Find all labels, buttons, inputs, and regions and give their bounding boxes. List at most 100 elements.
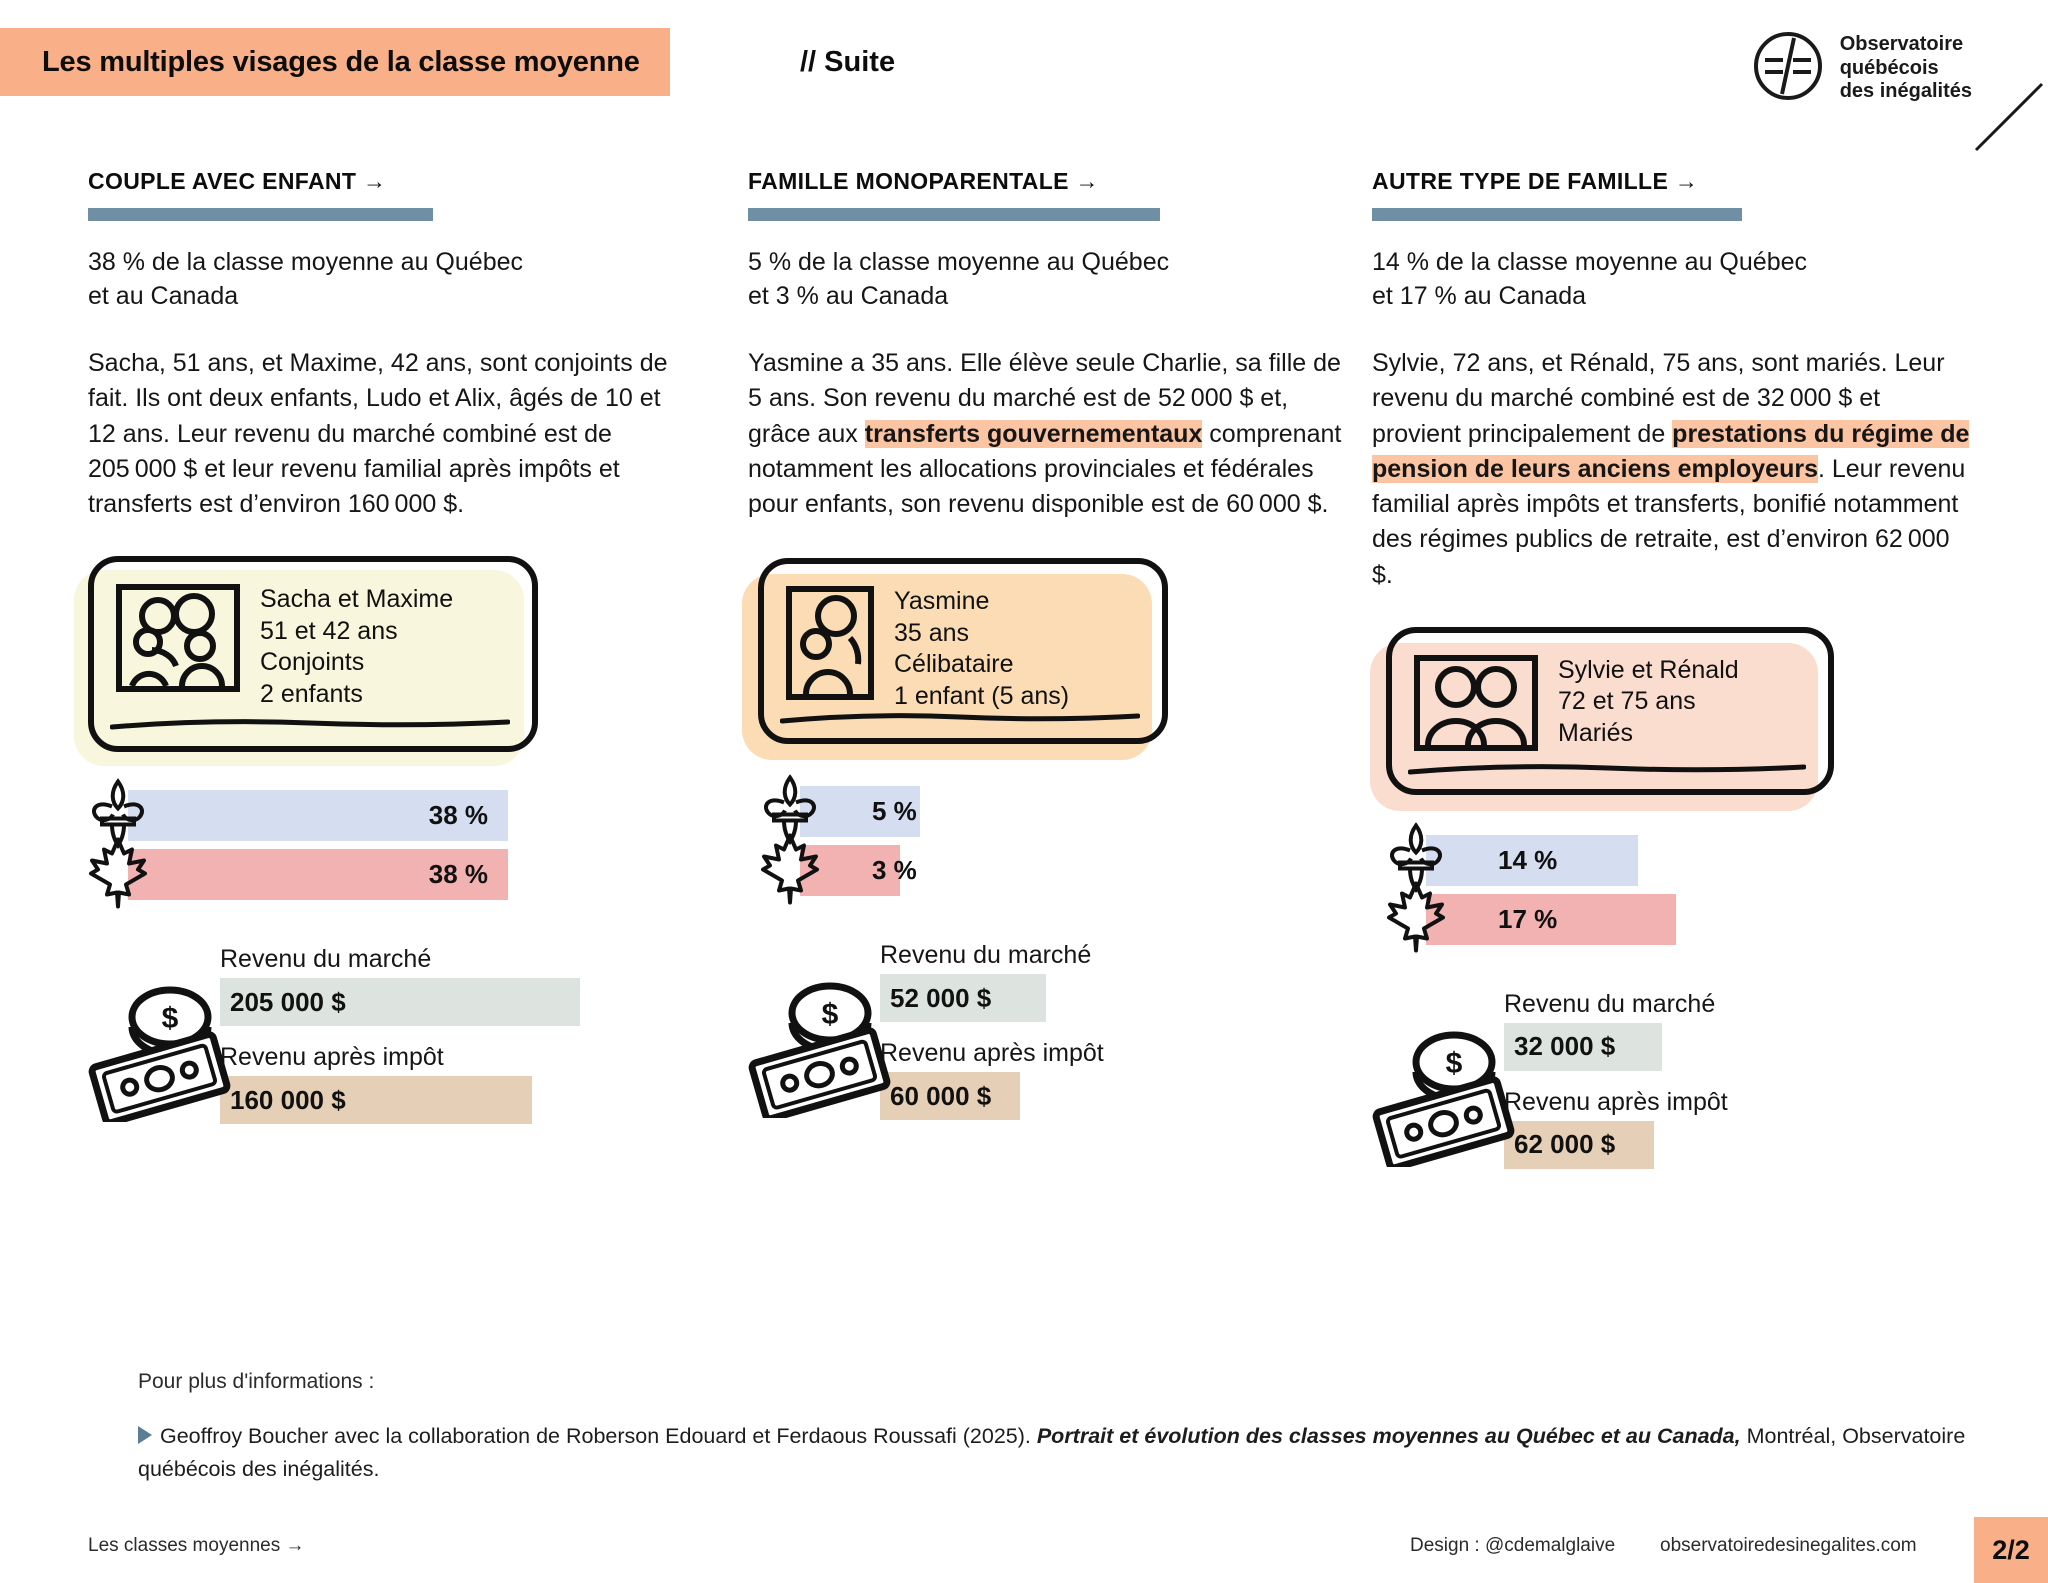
income-bar-after-tax: 160 000 $ — [220, 1076, 532, 1125]
income-label-after-tax: Revenu après impôt — [220, 1043, 444, 1072]
title-band: Les multiples visages de la classe moyen… — [0, 28, 670, 96]
note-reference: Geoffroy Boucher avec la collaboration d… — [138, 1420, 1968, 1487]
card-body: Sacha et Maxime 51 et 42 ans Conjoints 2… — [88, 556, 538, 753]
column-description: Sylvie, 72 ans, et Rénald, 75 ans, sont … — [1372, 349, 1970, 589]
footer-website-url[interactable]: observatoiredesinegalites.com — [1660, 1535, 1917, 1556]
card-line: Sacha et Maxime — [260, 585, 454, 614]
card-text-lines: Sacha et Maxime 51 et 42 ans Conjoints 2… — [260, 584, 453, 710]
income-bar-market: 52 000 $ — [880, 974, 1046, 1023]
percent-bar-canada: 17 % — [1426, 893, 1676, 945]
reference-title: Portrait et évolution des classes moyenn… — [1036, 1424, 1741, 1448]
maple-leaf-icon — [88, 836, 148, 913]
income-value-after-tax: 60 000 $ — [890, 1080, 992, 1111]
income-rows: Revenu du marché 205 000 $ Revenu après … — [88, 940, 688, 1125]
percent-value-quebec: 5 % — [872, 796, 917, 827]
card-underline-squiggle — [1408, 763, 1806, 775]
page-number-badge: 2/2 — [1974, 1517, 2048, 1583]
logo-wordmark: Observatoire québécois des inégalités — [1840, 33, 1972, 104]
percent-bar-quebec: 38 % — [128, 790, 508, 842]
triangle-bullet-icon — [138, 1426, 152, 1444]
income-value-after-tax: 62 000 $ — [1514, 1129, 1616, 1160]
page-footer: Les classes moyennes → Design : @cdemalg… — [0, 1517, 2048, 1583]
income-value-market: 52 000 $ — [890, 982, 992, 1013]
card-line: 51 et 42 ans — [260, 616, 398, 645]
logo-line-3: des inégalités — [1839, 80, 1972, 103]
percent-bar-canada: 38 % — [128, 849, 508, 901]
card-line: Célibataire — [894, 650, 1014, 679]
column-rule — [748, 208, 1160, 221]
more-information-note: Pour plus d'informations : Geoffroy Bouc… — [138, 1370, 1968, 1487]
percent-value-quebec: 38 % — [428, 800, 488, 831]
card-body: Sylvie et Rénald 72 et 75 ans Mariés — [1386, 626, 1834, 795]
card-text-lines: Yasmine 35 ans Célibataire 1 enfant (5 a… — [894, 586, 1069, 712]
income-bar-market: 205 000 $ — [220, 978, 580, 1027]
percent-row-quebec: 38 % — [88, 777, 688, 850]
note-title: Pour plus d'informations : — [138, 1370, 375, 1393]
highlight-term: prestations du régime de pension de leur… — [1372, 419, 1970, 483]
fleur-de-lis-icon — [760, 773, 820, 849]
card-underline-squiggle — [110, 719, 510, 730]
parent-child-photo-frame-icon — [786, 586, 874, 701]
card-line: 1 enfant (5 ans) — [894, 681, 1070, 710]
reference-publisher: Montréal, Observatoire québécois des iné… — [138, 1424, 1966, 1482]
column-couple-avec-enfant: COUPLE AVEC ENFANT → 38 % de la classe m… — [74, 168, 688, 1127]
maple-leaf-icon — [1386, 881, 1446, 958]
column-heading: FAMILLE MONOPARENTALE → — [748, 168, 1099, 194]
income-label-market: Revenu du marché — [880, 941, 1092, 970]
footer-design-credit: Design : @cdemalglaive — [1410, 1535, 1616, 1556]
card-line: 2 enfants — [260, 679, 363, 708]
persona-card: Sylvie et Rénald 72 et 75 ans Mariés — [1370, 626, 1834, 811]
income-label-market: Revenu du marché — [220, 945, 432, 974]
percent-bars-block: 5 % 3 % — [760, 773, 1348, 905]
column-autre-type-de-famille: AUTRE TYPE DE FAMILLE → 14 % de la class… — [1370, 168, 1972, 1172]
income-label-market: Revenu du marché — [1504, 989, 1716, 1018]
page-title: Les multiples visages de la classe moyen… — [42, 45, 640, 78]
income-bar-after-tax: 60 000 $ — [880, 1072, 1020, 1121]
card-backdrop — [742, 574, 1152, 761]
percent-bar-canada: 3 % — [800, 845, 917, 897]
svg-text:$: $ — [162, 1002, 179, 1035]
money-icon: $ — [1372, 1007, 1522, 1172]
card-body: Yasmine 35 ans Célibataire 1 enfant (5 a… — [758, 558, 1168, 745]
logo-line-2: québécois — [1839, 56, 1939, 79]
svg-text:$: $ — [1446, 1047, 1463, 1080]
percent-row-canada: 17 % — [1386, 881, 1972, 953]
column-description: Sacha, 51 ans, et Maxime, 42 ans, sont c… — [88, 349, 668, 518]
percent-bar-quebec: 5 % — [800, 786, 920, 838]
column-share-text: 5 % de la classe moyenne au Québec et 3 %… — [748, 248, 1170, 310]
column-famille-monoparentale: FAMILLE MONOPARENTALE → 5 % de la classe… — [742, 168, 1348, 1123]
percent-value-canada: 38 % — [428, 859, 488, 890]
income-value-after-tax: 160 000 $ — [230, 1084, 346, 1115]
column-heading: AUTRE TYPE DE FAMILLE → — [1372, 168, 1699, 194]
percent-value-canada: 3 % — [872, 855, 917, 886]
percent-bars-block: 14 % 17 % — [1386, 822, 1972, 953]
income-block: $ Revenu du marché 205 000 $ Revenu aprè… — [88, 940, 688, 1127]
card-line: Yasmine — [894, 587, 990, 616]
income-block: $ Revenu du marché 52 000 $ Revenu après… — [748, 936, 1348, 1123]
column-rule — [88, 208, 433, 221]
income-label-after-tax: Revenu après impôt — [880, 1039, 1104, 1068]
card-line: 72 et 75 ans — [1558, 687, 1696, 716]
column-rule — [1372, 208, 1742, 221]
income-value-market: 32 000 $ — [1514, 1031, 1616, 1062]
couple-photo-frame-icon — [1414, 654, 1538, 751]
income-label-after-tax: Revenu après impôt — [1504, 1087, 1728, 1116]
logo-line-1: Observatoire — [1839, 33, 1964, 56]
income-value-market: 205 000 $ — [230, 986, 346, 1017]
persona-card: Yasmine 35 ans Célibataire 1 enfant (5 a… — [742, 558, 1168, 761]
percent-value-quebec: 14 % — [1498, 844, 1558, 875]
percent-row-canada: 38 % — [88, 837, 688, 909]
percent-value-canada: 17 % — [1498, 903, 1558, 934]
reference-authors: Geoffroy Boucher avec la collaboration d… — [160, 1424, 1037, 1448]
income-bar-market: 32 000 $ — [1504, 1022, 1662, 1071]
money-icon: $ — [748, 958, 898, 1123]
persona-card: Sacha et Maxime 51 et 42 ans Conjoints 2… — [74, 556, 538, 767]
income-rows: Revenu du marché 32 000 $ Revenu après i… — [1372, 985, 1972, 1169]
equality-circle-icon — [1752, 30, 1824, 107]
card-line: Mariés — [1558, 718, 1634, 747]
family-photo-frame-icon — [116, 584, 240, 693]
card-line: 35 ans — [894, 618, 970, 647]
income-bar-after-tax: 62 000 $ — [1504, 1120, 1654, 1169]
card-line: Conjoints — [260, 648, 365, 677]
money-icon: $ — [88, 962, 238, 1127]
